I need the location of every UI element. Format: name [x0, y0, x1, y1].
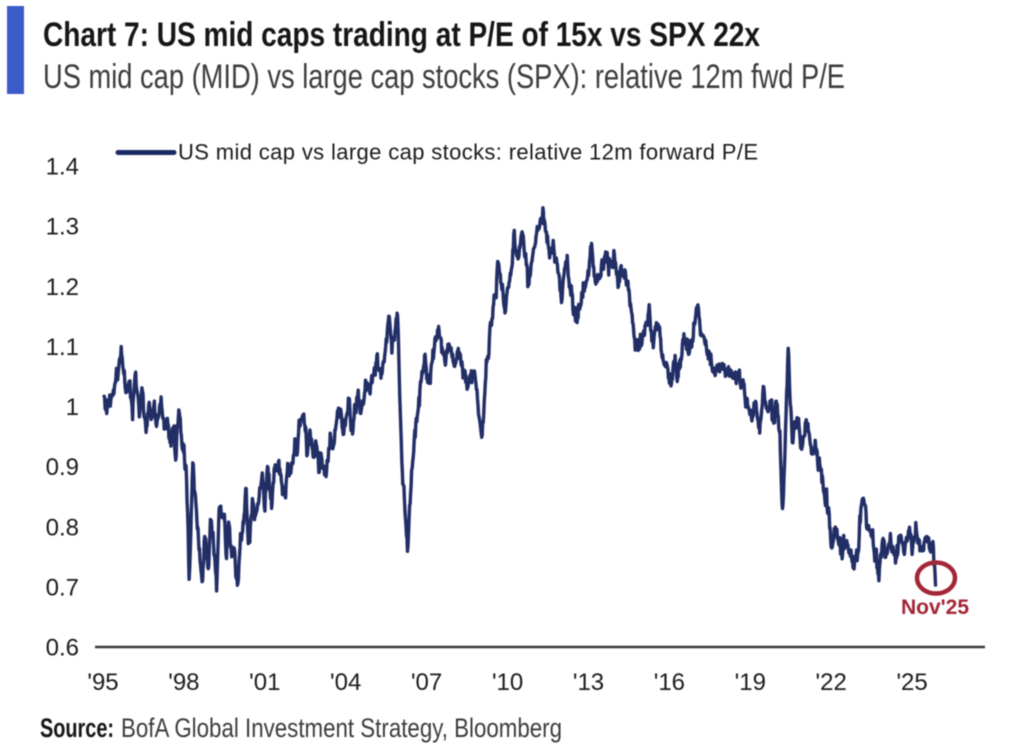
svg-text:0.7: 0.7	[46, 574, 79, 601]
svg-text:Chart 7: US mid caps trading a: Chart 7: US mid caps trading at P/E of 1…	[43, 16, 760, 54]
svg-text:'01: '01	[249, 669, 280, 696]
svg-text:0.9: 0.9	[46, 454, 79, 481]
svg-text:'19: '19	[735, 669, 766, 696]
svg-text:1.2: 1.2	[46, 274, 79, 301]
svg-text:'95: '95	[87, 669, 118, 696]
svg-text:'07: '07	[411, 669, 442, 696]
svg-text:'16: '16	[654, 669, 685, 696]
svg-text:Nov'25: Nov'25	[901, 596, 969, 619]
svg-text:BofA Global Investment Strateg: BofA Global Investment Strategy, Bloombe…	[121, 713, 562, 743]
svg-text:'22: '22	[816, 669, 847, 696]
svg-text:'25: '25	[896, 669, 927, 696]
svg-text:1: 1	[66, 394, 79, 421]
svg-text:US mid cap vs large cap stocks: US mid cap vs large cap stocks: relative…	[178, 140, 758, 165]
svg-text:'13: '13	[573, 669, 604, 696]
svg-text:1.3: 1.3	[46, 214, 79, 241]
svg-text:1.4: 1.4	[46, 154, 79, 181]
svg-text:Source:: Source:	[40, 713, 114, 743]
svg-text:0.6: 0.6	[46, 635, 79, 662]
svg-text:'98: '98	[168, 669, 199, 696]
svg-text:1.1: 1.1	[46, 334, 79, 361]
svg-text:0.8: 0.8	[46, 514, 79, 541]
svg-text:'10: '10	[492, 669, 523, 696]
svg-text:US mid cap (MID) vs large cap: US mid cap (MID) vs large cap stocks (SP…	[43, 58, 845, 96]
svg-text:'04: '04	[330, 669, 361, 696]
